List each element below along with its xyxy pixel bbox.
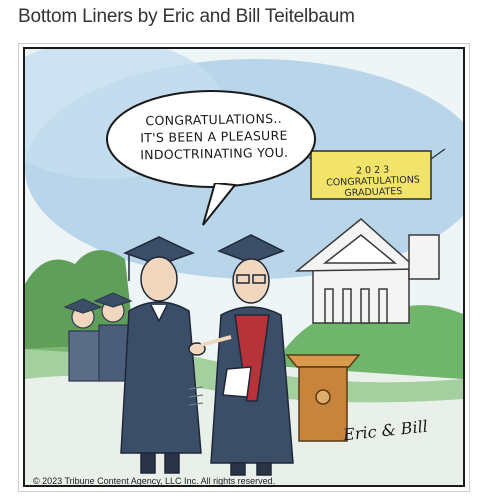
- speech-line: INDOCTRINATING YOU.: [140, 144, 289, 163]
- comic-panel: CONGRATULATIONS.. IT'S BEEN A PLEASURE I…: [23, 47, 465, 487]
- page-title: Bottom Liners by Eric and Bill Teitelbau…: [18, 6, 355, 27]
- comic-frame: CONGRATULATIONS.. IT'S BEEN A PLEASURE I…: [18, 43, 470, 492]
- comic-illustration: [25, 49, 463, 485]
- speech-bubble-text: CONGRATULATIONS.. IT'S BEEN A PLEASURE I…: [123, 109, 306, 163]
- graduation-banner-text: 2 0 2 3 CONGRATULATIONS GRADUATES: [316, 163, 429, 200]
- copyright-notice: © 2023 Tribune Content Agency, LLC Inc. …: [33, 476, 276, 486]
